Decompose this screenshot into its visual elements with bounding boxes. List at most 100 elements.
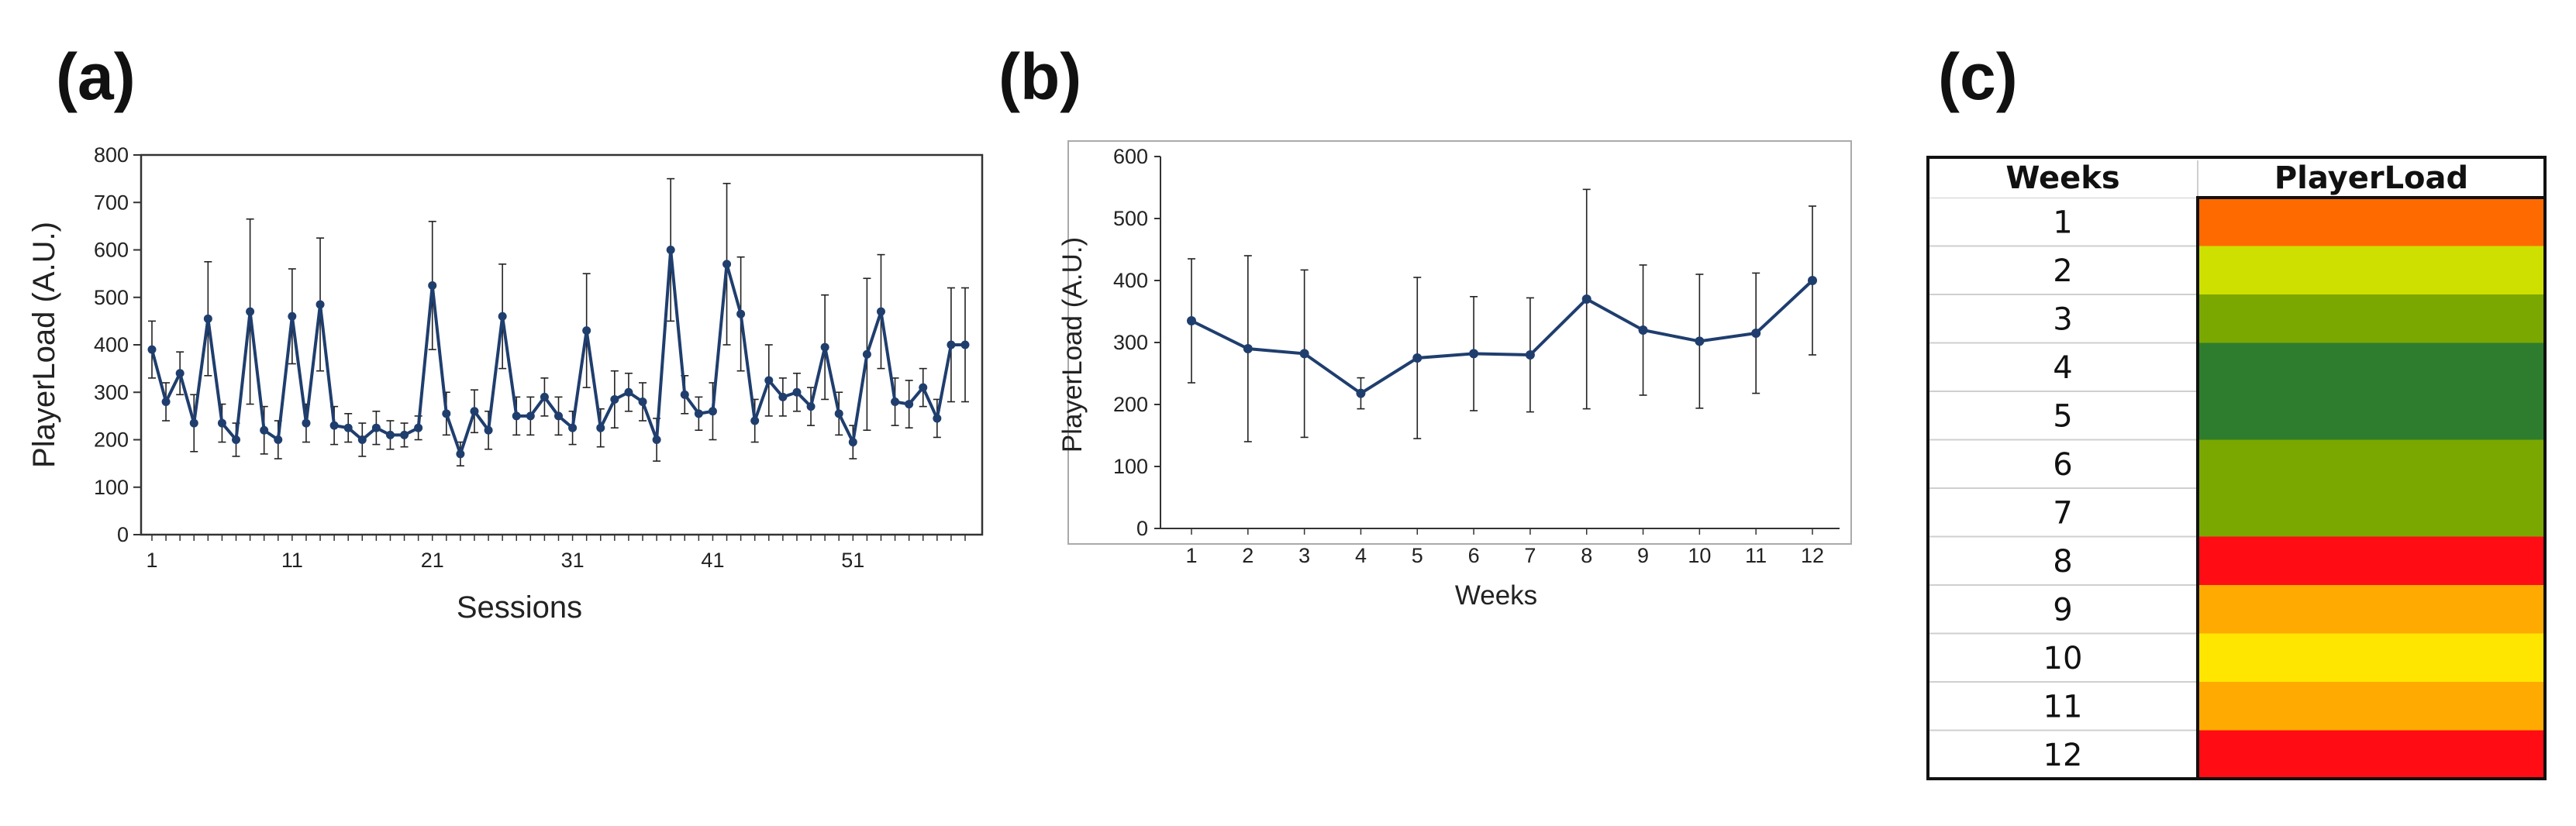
chart-a-point	[834, 409, 843, 418]
chart-a-ytick-label: 700	[94, 191, 129, 214]
chart-a-point	[189, 418, 198, 428]
chart-a-point	[708, 407, 717, 416]
chart-b-point	[1469, 349, 1479, 359]
chart-a-point	[385, 430, 395, 439]
chart-a-xtick-label: 1	[146, 549, 157, 572]
chart-a-ytick-label: 300	[94, 380, 129, 404]
chart-a-point	[147, 345, 157, 354]
chart-a-xtick-label: 11	[281, 549, 303, 572]
chart-a-xtick-label: 51	[841, 549, 864, 572]
chart-a-point	[750, 416, 760, 425]
table-c-week-cell	[1928, 246, 2198, 294]
chart-a-point	[933, 414, 942, 423]
chart-a-point	[919, 383, 928, 392]
chart-a-point	[666, 246, 675, 254]
table-c-playerload-cell	[2198, 682, 2545, 731]
table-c-playerload-cell	[2198, 585, 2545, 634]
table-c-week-label: 11	[2043, 689, 2083, 724]
chart-a-point	[428, 280, 437, 290]
table-c-playerload-cell	[2198, 342, 2545, 391]
chart-a-point	[540, 392, 549, 401]
table-c-playerload-cell	[2198, 439, 2545, 488]
chart-b-xtick-label: 8	[1581, 544, 1592, 567]
chart-a-point	[260, 425, 269, 435]
chart-a-point	[905, 400, 914, 409]
table-c-week-cell	[1928, 342, 2198, 391]
table-c-week-cell	[1928, 391, 2198, 440]
table-c-header-playerload: PlayerLoad	[2274, 160, 2468, 196]
chart-a-point	[329, 421, 339, 430]
chart-a-point	[806, 402, 816, 411]
chart-a-point	[232, 435, 241, 444]
table-c-week-label: 9	[2053, 592, 2072, 628]
chart-a-point	[792, 387, 802, 397]
chart-a-point	[624, 387, 633, 397]
chart-b-xtick-label: 6	[1468, 544, 1480, 567]
chart-b-xtick-label: 1	[1185, 544, 1197, 567]
chart-a-point	[778, 392, 788, 401]
table-c-week-label: 4	[2053, 350, 2072, 386]
table-c-week-label: 1	[2053, 205, 2072, 240]
chart-a-point	[862, 349, 871, 359]
chart-b-series-line	[1191, 279, 1814, 395]
table-c-week-cell	[1928, 198, 2198, 246]
chart-b-xtick-label: 10	[1688, 544, 1711, 567]
table-c-week-cell	[1928, 536, 2198, 585]
chart-b-xtick-label: 3	[1298, 544, 1310, 567]
chart-a-point	[316, 300, 325, 309]
chart-b-outer-frame	[1067, 140, 1852, 545]
chart-a-plot-frame	[140, 153, 984, 536]
table-c-week-cell	[1928, 488, 2198, 537]
chart-a-point	[722, 260, 732, 269]
chart-a-point	[554, 411, 563, 421]
chart-a-point	[610, 394, 619, 404]
chart-a-point	[947, 340, 956, 349]
table-c-playerload-border	[2196, 196, 2547, 780]
chart-a-point	[456, 449, 465, 459]
chart-a-point	[582, 326, 591, 336]
chart-b-ytick-label: 600	[1113, 145, 1148, 168]
table-c-playerload-cell	[2198, 730, 2545, 779]
table-c-header	[1928, 157, 2545, 198]
table-c-playerload-cell	[2198, 633, 2545, 682]
chart-a-ytick-label: 500	[94, 286, 129, 309]
chart-b-xtick-label: 9	[1637, 544, 1649, 567]
chart-b-xtick-label: 11	[1745, 544, 1767, 567]
chart-a-point	[400, 430, 409, 439]
chart-a-point	[274, 435, 283, 444]
chart-a-point	[596, 423, 605, 432]
chart-a-point	[638, 398, 647, 406]
chart-a-xtick-label: 41	[701, 549, 724, 572]
chart-a-ytick-label: 200	[94, 428, 129, 452]
chart-b-ytick-label: 500	[1113, 207, 1148, 230]
table-c-week-label: 6	[2053, 447, 2072, 483]
chart-a-point	[876, 307, 885, 316]
chart-a-point	[161, 398, 171, 406]
chart-a-point	[175, 369, 184, 378]
chart-a-xlabel: Sessions	[457, 590, 582, 625]
panel-a-letter: (a)	[56, 40, 136, 113]
chart-b-point	[1638, 325, 1648, 335]
chart-a-point	[302, 418, 311, 428]
chart-a-point	[891, 398, 900, 406]
chart-a-ytick-label: 400	[94, 333, 129, 356]
table-c-week-label: 7	[2053, 495, 2072, 531]
chart-a-point	[343, 423, 353, 432]
chart-a-point	[442, 409, 451, 418]
table-c-week-label: 12	[2043, 738, 2083, 773]
chart-b-point	[1187, 316, 1196, 325]
chart-a-point	[652, 435, 661, 444]
chart-a-point	[484, 425, 493, 435]
table-c-week-label: 2	[2053, 253, 2072, 289]
chart-a-point	[371, 423, 381, 432]
chart-a-point	[470, 407, 479, 416]
chart-b-ytick-label: 100	[1113, 455, 1148, 478]
chart-b-point	[1808, 276, 1817, 285]
chart-a-point	[526, 411, 535, 421]
chart-b-xlabel: Weeks	[1455, 580, 1537, 611]
chart-b-point	[1299, 349, 1309, 359]
chart-a-point	[512, 411, 521, 421]
table-c-week-cell	[1928, 585, 2198, 634]
table-c-week-cell	[1928, 633, 2198, 682]
